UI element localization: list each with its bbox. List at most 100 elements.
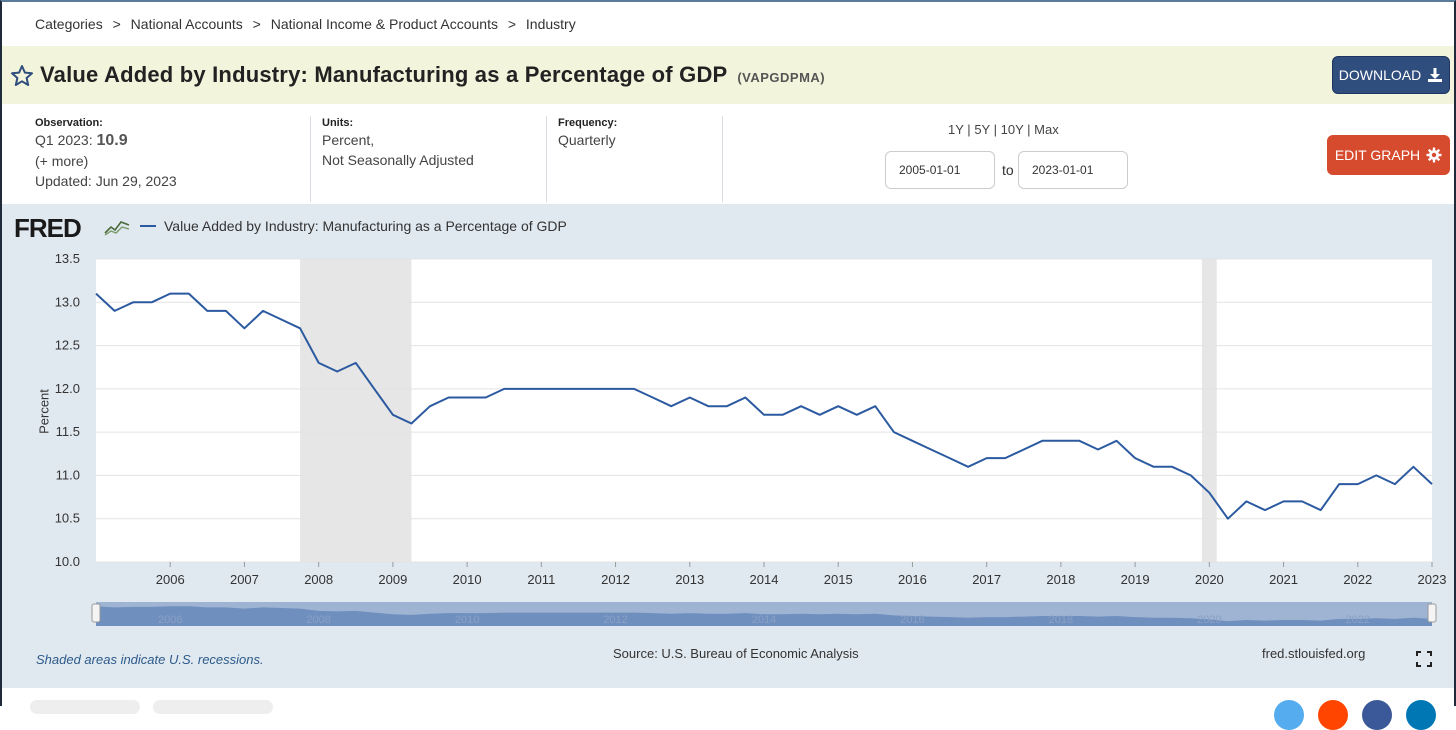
toolbar-button[interactable] [30, 700, 140, 714]
updated-date: Updated: Jun 29, 2023 [35, 173, 177, 189]
edit-graph-button[interactable]: EDIT GRAPH [1327, 135, 1450, 175]
x-tick-label: 2022 [1343, 572, 1372, 587]
breadcrumb-nipa[interactable]: National Income & Product Accounts [270, 16, 498, 32]
x-tick-label: 2018 [1046, 572, 1075, 587]
range-10y[interactable]: 10Y [1000, 122, 1024, 137]
chart-legend: Value Added by Industry: Manufacturing a… [140, 218, 567, 234]
navigator-handle-right [1427, 603, 1437, 623]
divider [722, 116, 723, 202]
recession-band [1201, 259, 1217, 562]
navigator-label: 2012 [603, 614, 627, 626]
fred-chart-icon [104, 216, 130, 236]
y-tick-label: 12.5 [55, 338, 80, 353]
x-tick-label: 2014 [750, 572, 779, 587]
units-label: Units: [322, 117, 354, 129]
frequency-value: Quarterly [558, 132, 616, 148]
y-tick-label: 10.5 [55, 511, 80, 526]
observation-value: 10.9 [96, 132, 128, 149]
title-bar: Value Added by Industry: Manufacturing a… [2, 46, 1454, 104]
star-icon[interactable] [10, 64, 34, 88]
y-tick-label: 10.0 [55, 554, 80, 569]
navigator-label: 2006 [158, 614, 182, 626]
source-note[interactable]: Source: U.S. Bureau of Economic Analysis [613, 646, 859, 661]
fred-logo: FRED [14, 213, 82, 244]
y-tick-label: 13.5 [55, 251, 80, 266]
x-tick-label: 2020 [1195, 572, 1224, 587]
navigator-label: 2018 [1049, 614, 1073, 626]
navigator-area [96, 606, 1432, 626]
x-tick-label: 2019 [1121, 572, 1150, 587]
start-date-input[interactable]: 2005-01-01 [885, 151, 995, 189]
range-separator: | [993, 122, 997, 137]
breadcrumb-separator: > [507, 16, 517, 32]
series-meta: Observation: Q1 2023: 10.9 (+ more) Upda… [2, 104, 1454, 204]
breadcrumb-separator: > [252, 16, 261, 32]
download-label: DOWNLOAD [1338, 67, 1422, 83]
y-tick-label: 11.0 [56, 467, 80, 482]
breadcrumb: Categories > National Accounts > Nationa… [35, 16, 582, 32]
observation-panel: Observation: Q1 2023: 10.9 (+ more) Upda… [35, 116, 305, 204]
gear-icon [1426, 147, 1442, 163]
navigator-label: 2014 [752, 614, 776, 626]
range-separator: | [967, 122, 971, 137]
navigator-handle-left [91, 603, 101, 623]
navigator-label: 2022 [1346, 614, 1370, 626]
navigator-label: 2016 [900, 614, 924, 626]
x-tick-label: 2006 [156, 572, 185, 587]
x-tick-label: 2017 [972, 572, 1001, 587]
breadcrumb-industry[interactable]: Industry [525, 16, 576, 32]
x-tick-label: 2013 [675, 572, 704, 587]
line-chart: 10.0 10.5 11.0 11.5 12.0 12.5 13.0 13.5 2006 2007… [55, 251, 1447, 626]
recession-band [300, 259, 412, 562]
x-tick-label: 2016 [898, 572, 927, 587]
end-date-input[interactable]: 2023-01-01 [1018, 151, 1128, 189]
page-title: Value Added by Industry: Manufacturing a… [40, 62, 825, 88]
y-tick-label: 13.0 [55, 294, 80, 309]
chart-panel: FRED Value Added by Industry: Manufactur… [2, 204, 1454, 688]
linkedin-icon[interactable] [1406, 700, 1436, 730]
breadcrumb-separator: > [112, 16, 121, 32]
range-5y[interactable]: 5Y [974, 122, 990, 137]
x-tick-label: 2010 [453, 572, 482, 587]
divider [310, 116, 311, 202]
download-button[interactable]: DOWNLOAD [1332, 56, 1450, 94]
x-tick-label: 2009 [378, 572, 407, 587]
breadcrumb-categories[interactable]: Categories [35, 16, 103, 32]
fred-logo-text: FRED [14, 213, 82, 243]
observation-label: Observation: [35, 117, 103, 129]
x-tick-label: 2007 [230, 572, 259, 587]
y-tick-label: 12.0 [55, 381, 80, 396]
fred-url[interactable]: fred.stlouisfed.org [1262, 646, 1366, 661]
edit-graph-label: EDIT GRAPH [1334, 147, 1421, 163]
legend-label: Value Added by Industry: Manufacturing a… [164, 218, 567, 234]
toolbar-button[interactable] [153, 700, 273, 714]
series-title: Value Added by Industry: Manufacturing a… [40, 62, 728, 87]
recession-note: Shaded areas indicate U.S. recessions. [36, 652, 264, 667]
range-max[interactable]: Max [1034, 122, 1059, 137]
fullscreen-icon[interactable] [1416, 651, 1432, 667]
x-tick-label: 2012 [601, 572, 630, 587]
navigator-label: 2020 [1197, 614, 1221, 626]
range-selector: 1Y | 5Y | 10Y | Max [948, 122, 1059, 137]
series-line [95, 292, 1433, 520]
facebook-icon[interactable] [1362, 700, 1392, 730]
x-tick-label: 2023 [1418, 572, 1447, 587]
twitter-icon[interactable] [1274, 700, 1304, 730]
units-panel: Units: Percent, Not Seasonally Adjusted [322, 116, 542, 204]
range-1y[interactable]: 1Y [948, 122, 964, 137]
date-to-label: to [1002, 162, 1014, 178]
units-line1: Percent, [322, 132, 375, 148]
breadcrumb-national-accounts[interactable]: National Accounts [130, 16, 243, 32]
page-frame [0, 0, 1456, 706]
download-icon [1428, 68, 1443, 82]
x-tick-label: 2008 [304, 572, 333, 587]
x-tick-label: 2015 [824, 572, 853, 587]
series-code: (VAPGDPMA) [737, 70, 826, 85]
reddit-icon[interactable] [1318, 700, 1348, 730]
observation-line: Q1 2023: 10.9 [35, 130, 305, 151]
more-link[interactable]: (+ more) [35, 153, 89, 169]
x-tick-label: 2011 [527, 572, 555, 587]
frequency-label: Frequency: [558, 117, 618, 129]
legend-swatch [140, 225, 156, 227]
divider [546, 116, 547, 202]
